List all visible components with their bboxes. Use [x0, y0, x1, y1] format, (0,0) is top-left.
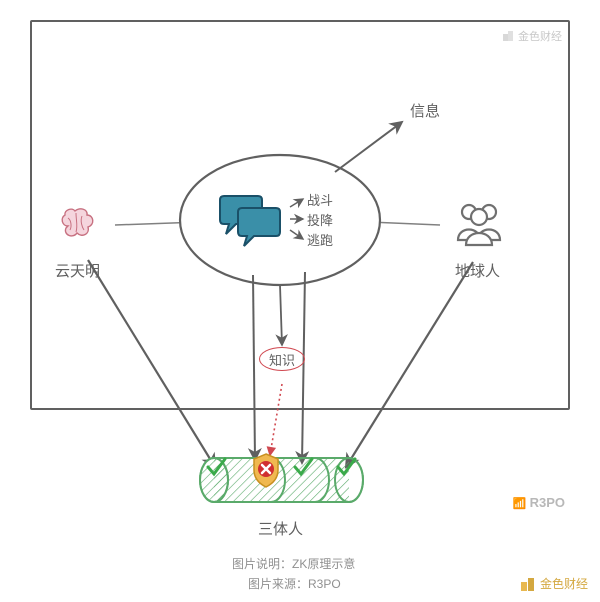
- caption-desc-value: ZK原理示意: [292, 557, 355, 571]
- diagram-svg: [0, 0, 600, 602]
- edge-center-knowledge: [280, 285, 282, 345]
- caption-src: 图片来源：R3PO: [248, 575, 341, 592]
- logo-bottom-icon: [520, 576, 536, 592]
- edge-b-cylinder: [302, 272, 305, 463]
- edge-a-cylinder: [253, 275, 255, 460]
- cylinder-icon: [200, 458, 363, 502]
- caption-desc-label: 图片说明：: [232, 557, 292, 571]
- edge-people-cylinder: [346, 262, 473, 467]
- knowledge-node: 知识: [259, 347, 305, 371]
- knowledge-label: 知识: [269, 350, 295, 369]
- option-3: 逃跑: [307, 230, 333, 249]
- option-2: 投降: [307, 210, 333, 229]
- caption-src-value: R3PO: [308, 577, 341, 591]
- edge-brain-cylinder: [88, 260, 215, 467]
- label-brain: 云天明: [55, 260, 100, 281]
- watermark-top-text: 金色财经: [518, 28, 562, 44]
- label-people: 地球人: [455, 260, 500, 281]
- watermark-wechat: 📶 R3PO: [513, 495, 565, 510]
- edge-knowledge-shield: [270, 384, 282, 455]
- caption-desc: 图片说明：ZK原理示意: [232, 555, 355, 572]
- label-cylinder: 三体人: [258, 518, 303, 539]
- watermark-bottom: 金色财经: [520, 575, 588, 592]
- watermark-bottom-text: 金色财经: [540, 575, 588, 592]
- caption-src-label: 图片来源：: [248, 577, 308, 591]
- label-info: 信息: [410, 100, 440, 121]
- watermark-wechat-text: R3PO: [530, 495, 565, 510]
- watermark-top: 金色财经: [502, 28, 562, 44]
- brain-icon: [62, 209, 93, 236]
- edge-center-info: [335, 122, 402, 172]
- people-icon: [458, 205, 500, 245]
- logo-icon: [502, 30, 514, 42]
- option-1: 战斗: [307, 190, 333, 209]
